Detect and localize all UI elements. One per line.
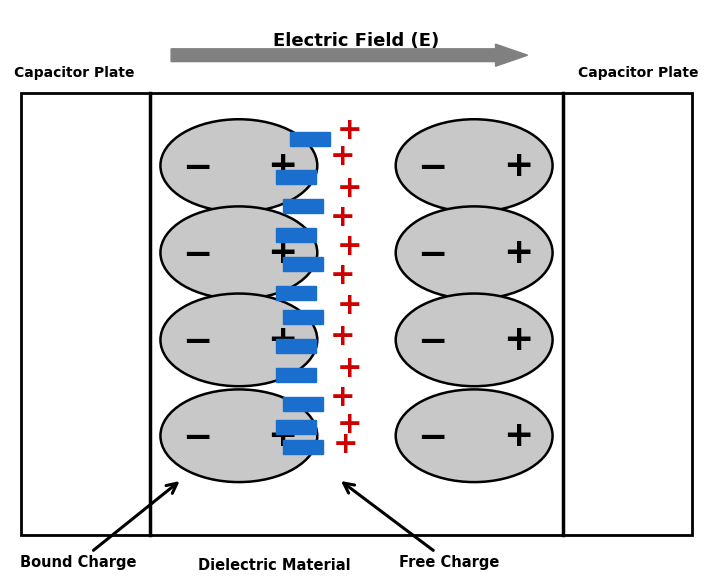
FancyArrow shape — [171, 44, 528, 66]
Bar — [283, 257, 323, 271]
Ellipse shape — [160, 206, 317, 299]
Bar — [276, 286, 316, 300]
Text: $\mathbf{-}$: $\mathbf{-}$ — [417, 149, 446, 182]
Ellipse shape — [396, 119, 553, 212]
Text: +: + — [337, 290, 362, 320]
Text: $\mathbf{+}$: $\mathbf{+}$ — [503, 419, 531, 453]
Text: $\mathbf{-}$: $\mathbf{-}$ — [417, 419, 446, 453]
Bar — [290, 132, 330, 146]
Bar — [276, 228, 316, 242]
Text: $\mathbf{+}$: $\mathbf{+}$ — [267, 323, 296, 357]
Text: Electric Field (E): Electric Field (E) — [273, 32, 440, 49]
Text: Capacitor Plate: Capacitor Plate — [14, 66, 135, 80]
Bar — [283, 440, 323, 454]
Text: $\mathbf{+}$: $\mathbf{+}$ — [267, 149, 296, 182]
Text: $\mathbf{-}$: $\mathbf{-}$ — [182, 149, 210, 182]
Text: +: + — [329, 383, 355, 413]
Ellipse shape — [160, 389, 317, 482]
Bar — [276, 420, 316, 434]
Text: +: + — [329, 203, 355, 232]
Bar — [283, 397, 323, 411]
Ellipse shape — [160, 119, 317, 212]
Text: +: + — [329, 322, 355, 352]
Text: Dielectric Material: Dielectric Material — [198, 558, 351, 573]
Text: $\mathbf{-}$: $\mathbf{-}$ — [182, 236, 210, 270]
Text: $\mathbf{+}$: $\mathbf{+}$ — [503, 323, 531, 357]
Ellipse shape — [396, 293, 553, 386]
Ellipse shape — [160, 293, 317, 386]
Text: +: + — [337, 174, 362, 203]
Bar — [276, 368, 316, 382]
Text: $\mathbf{+}$: $\mathbf{+}$ — [503, 149, 531, 182]
Text: $\mathbf{+}$: $\mathbf{+}$ — [267, 236, 296, 270]
Bar — [283, 199, 323, 213]
Text: +: + — [329, 261, 355, 290]
Text: $\mathbf{-}$: $\mathbf{-}$ — [417, 236, 446, 270]
Text: $\mathbf{+}$: $\mathbf{+}$ — [503, 236, 531, 270]
Bar — [283, 310, 323, 324]
Ellipse shape — [396, 389, 553, 482]
Text: Bound Charge: Bound Charge — [20, 483, 177, 570]
Text: +: + — [333, 430, 359, 459]
Text: +: + — [337, 410, 362, 439]
Text: Capacitor Plate: Capacitor Plate — [578, 66, 699, 80]
Bar — [21, 93, 692, 535]
Text: +: + — [337, 116, 362, 145]
Bar — [276, 339, 316, 353]
Text: $\mathbf{-}$: $\mathbf{-}$ — [417, 323, 446, 357]
Text: +: + — [337, 232, 362, 261]
Text: +: + — [329, 142, 355, 171]
Text: $\mathbf{+}$: $\mathbf{+}$ — [267, 419, 296, 453]
Ellipse shape — [396, 206, 553, 299]
Text: +: + — [337, 354, 362, 383]
Text: $\mathbf{-}$: $\mathbf{-}$ — [182, 323, 210, 357]
Text: Free Charge: Free Charge — [344, 483, 499, 570]
Text: $\mathbf{-}$: $\mathbf{-}$ — [182, 419, 210, 453]
Bar — [276, 170, 316, 184]
